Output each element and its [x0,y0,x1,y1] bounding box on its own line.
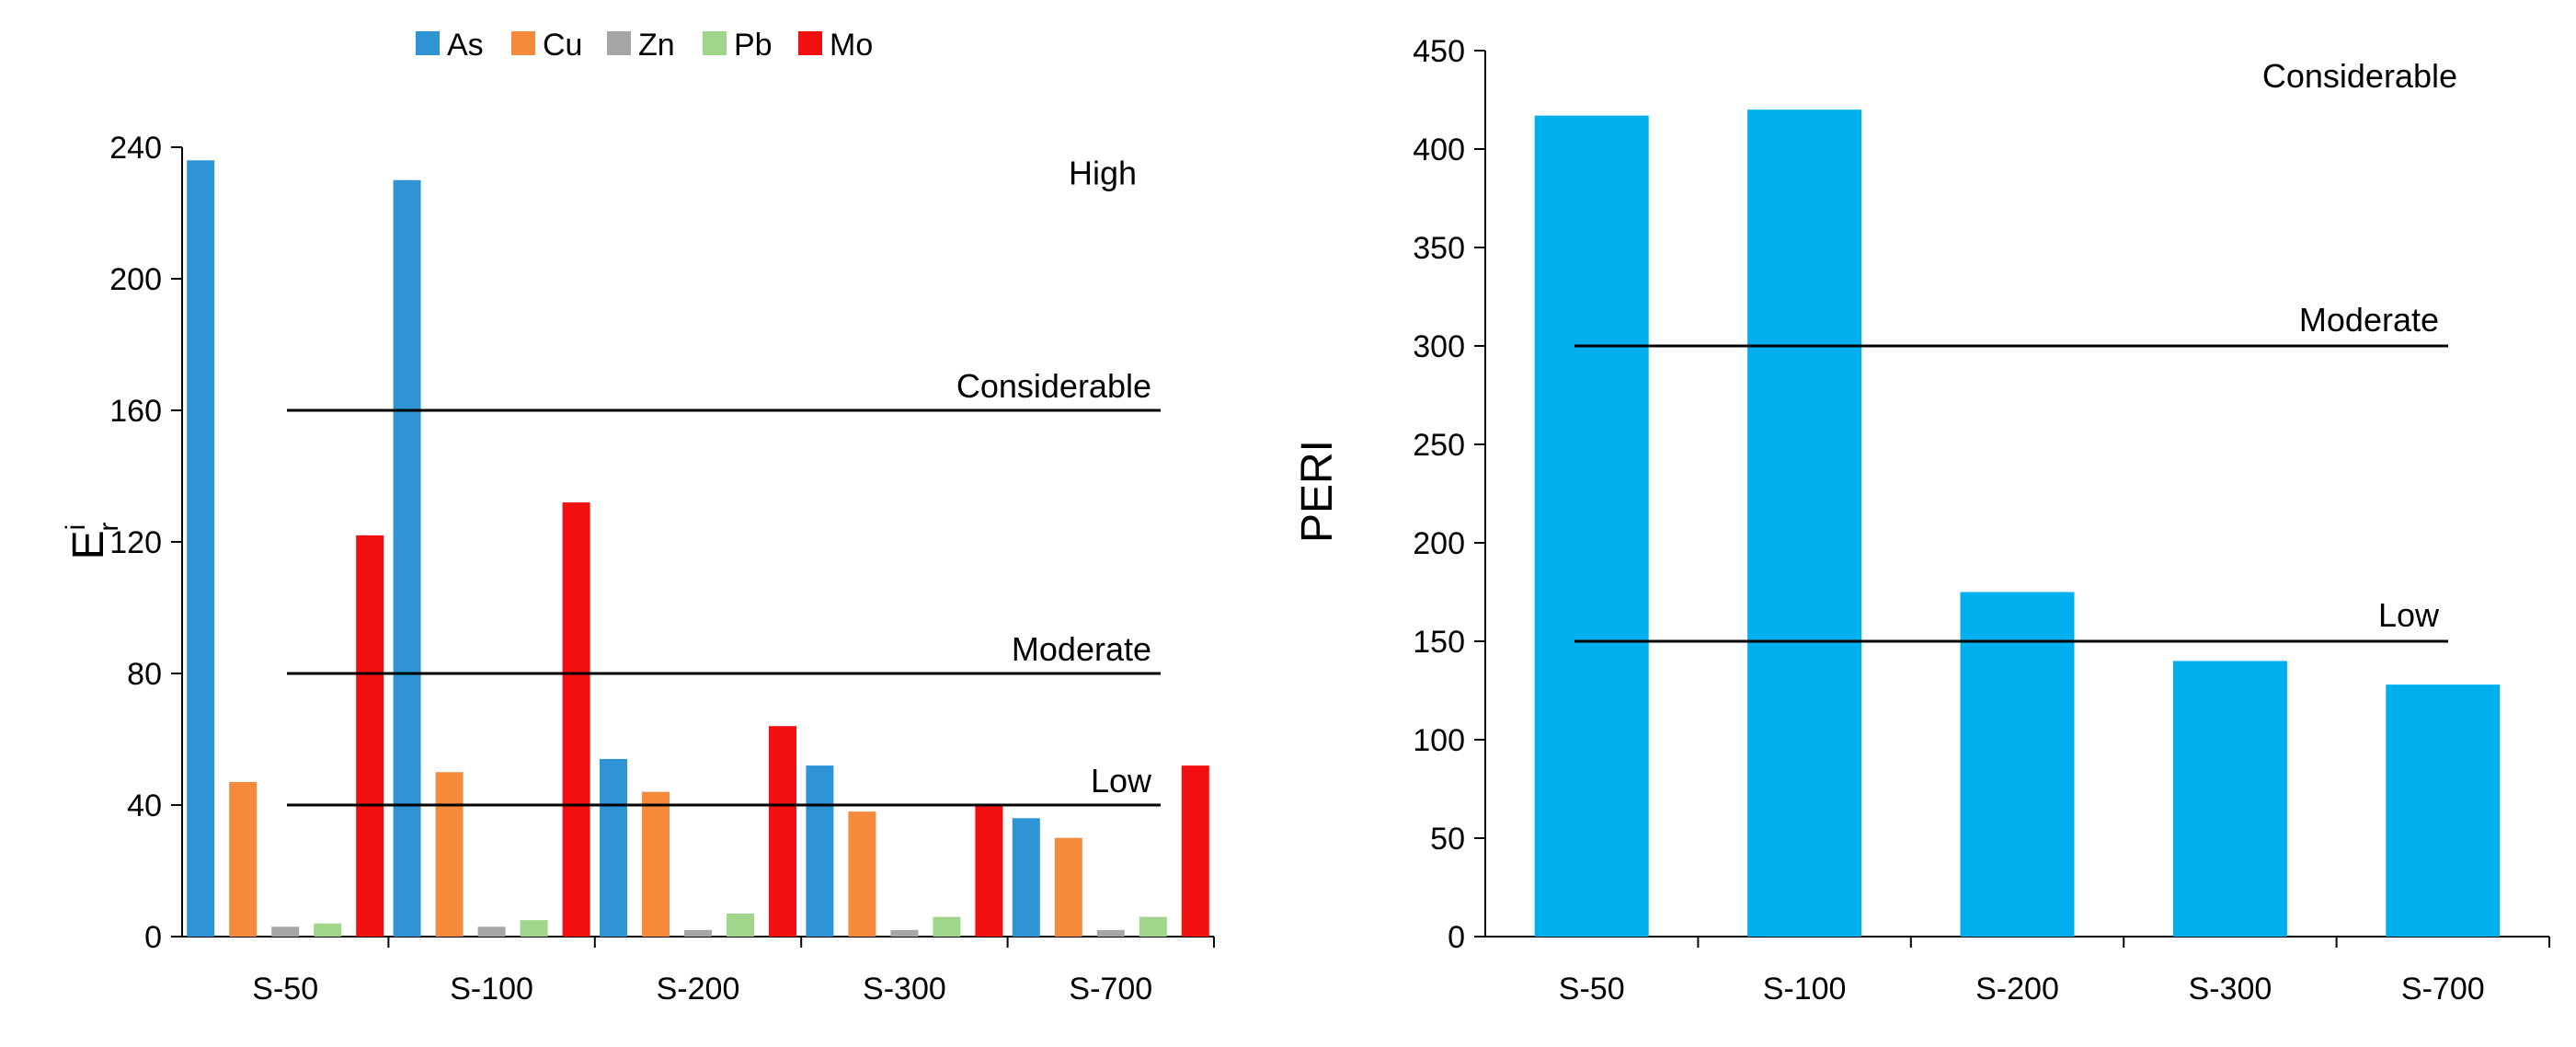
left-y-tick-label: 40 [127,788,162,823]
ylabel-sup: i [61,524,91,531]
ref-label-low: Low [1091,762,1152,800]
ylabel-base: E [64,530,113,559]
right-x-ticks: S-50 S-100 S-200 S-300 S-700 [1559,937,2550,1007]
bar-mo-s-300 [975,805,1003,937]
left-x-tick-label: S-50 [252,972,318,1007]
right-y-tick-label: 450 [1413,34,1465,69]
ref-label-moderate: Moderate [2299,301,2439,339]
bar-as-s-700 [1012,818,1040,937]
left-x-ticks: S-50 S-100 S-200 S-300 S-700 [252,937,1215,1007]
left-annotation-high: High [1069,155,1137,192]
right-x-tick-label: S-700 [2401,972,2485,1007]
legend-swatch-as [416,31,440,55]
ylabel-sub: r [94,523,124,532]
right-y-tick-label: 300 [1413,329,1465,364]
bar-peri-s-300 [2172,661,2287,937]
left-x-tick-label: S-200 [657,972,740,1007]
left-bars [187,160,1209,938]
bar-as-s-50 [187,160,215,938]
bar-cu-s-100 [435,772,464,937]
left-x-tick-label: S-100 [450,972,533,1007]
bar-cu-s-50 [229,781,258,937]
bar-pb-s-50 [314,923,342,937]
legend-label-as: As [447,28,484,63]
left-x-tick-label: S-300 [863,972,946,1007]
bar-as-s-300 [806,765,834,937]
legend: As Cu Zn Pb Mo [416,28,873,63]
bar-peri-s-200 [1960,592,2075,937]
right-y-tick-label: 50 [1430,822,1465,857]
bar-cu-s-300 [848,811,876,937]
right-annotation-considerable: Considerable [2262,57,2457,95]
bar-as-s-100 [393,179,421,937]
right-x-tick-label: S-200 [1975,972,2059,1007]
legend-label-zn: Zn [638,28,675,63]
right-y-axis-title: PERI [1293,440,1342,543]
left-reference-lines: Considerable Moderate Low [287,367,1161,807]
right-y-tick-label: 350 [1413,231,1465,266]
left-x-tick-label: S-700 [1069,972,1152,1007]
left-y-tick-label: 200 [109,262,162,297]
right-x-tick-label: S-100 [1763,972,1847,1007]
bar-pb-s-300 [933,916,961,937]
right-bars [1534,109,2501,938]
bar-peri-s-100 [1747,109,1862,937]
bar-peri-s-700 [2386,685,2501,937]
bar-as-s-200 [600,758,627,937]
bar-cu-s-200 [642,791,670,937]
ref-label-moderate: Moderate [1012,630,1151,668]
left-y-axis-title: Ei r [61,523,124,560]
legend-swatch-zn [607,31,631,55]
right-y-tick-label: 150 [1413,625,1465,660]
right-y-ticks: 0 50 100 150 200 250 300 350 400 450 [1413,34,1485,955]
legend-label-cu: Cu [543,28,582,63]
bar-pb-s-200 [727,913,754,937]
legend-label-pb: Pb [734,28,773,63]
ref-label-low: Low [2378,596,2440,634]
bar-zn-s-200 [684,929,712,937]
ref-label-considerable: Considerable [956,367,1151,405]
legend-swatch-cu [511,31,535,55]
bar-pb-s-700 [1139,916,1167,937]
left-y-tick-label: 240 [109,131,162,166]
left-chart: As Cu Zn Pb Mo 0 40 80 120 160 200 240 Considerabl… [61,28,1215,1007]
legend-swatch-pb [703,31,727,55]
right-y-tick-label: 400 [1413,132,1465,167]
bar-mo-s-200 [769,726,796,937]
bar-peri-s-50 [1534,115,1649,938]
left-y-tick-label: 120 [109,525,162,560]
left-y-ticks: 0 40 80 120 160 200 240 [109,131,182,955]
right-y-tick-label: 100 [1413,723,1465,758]
right-x-tick-label: S-300 [2189,972,2273,1007]
left-y-tick-label: 80 [127,657,162,692]
svg-text:Eir: Ei r [61,523,124,560]
right-reference-lines: Moderate Low [1574,301,2448,643]
bar-zn-s-300 [890,929,919,937]
left-y-tick-label: 160 [109,394,162,429]
legend-label-mo: Mo [830,28,873,63]
legend-swatch-mo [798,31,822,55]
bar-pb-s-100 [520,920,548,937]
left-y-tick-label: 0 [144,920,162,955]
bar-mo-s-50 [356,535,384,937]
right-y-tick-label: 250 [1413,428,1465,463]
bar-mo-s-700 [1181,765,1209,937]
bar-mo-s-100 [562,502,590,937]
bar-zn-s-50 [271,926,300,937]
bar-zn-s-100 [477,926,506,937]
right-y-tick-label: 200 [1413,526,1465,561]
bar-zn-s-700 [1096,929,1125,937]
right-y-tick-label: 0 [1448,920,1465,955]
bar-cu-s-700 [1054,837,1082,937]
right-x-tick-label: S-50 [1559,972,1625,1007]
